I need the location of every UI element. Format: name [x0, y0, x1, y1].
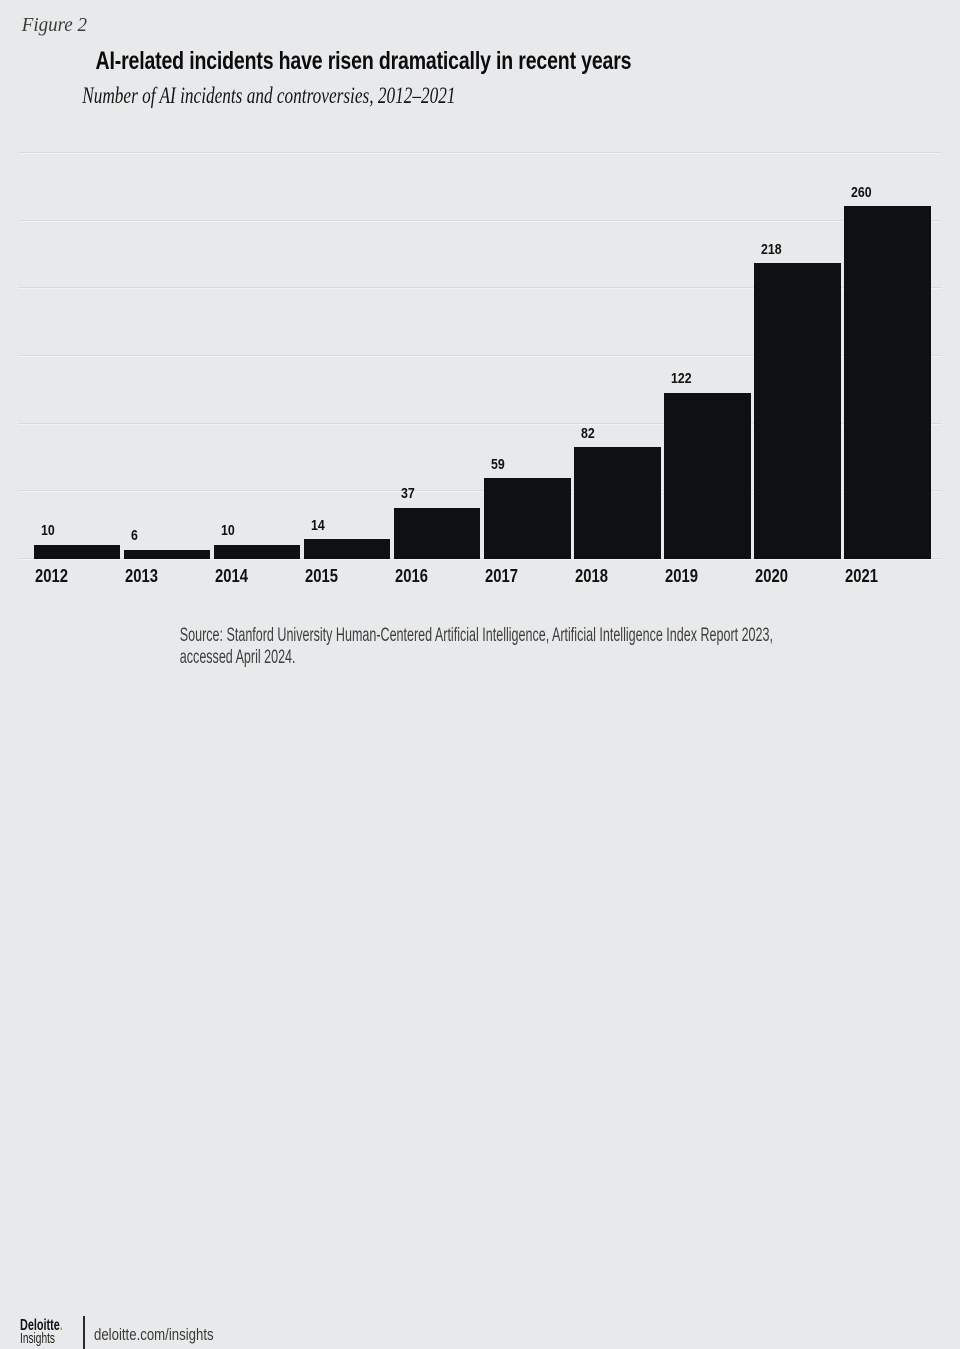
bar-value-label: 59 — [491, 456, 505, 473]
x-axis-label: 2017 — [485, 565, 518, 586]
figure-card: Figure 2 AI-related incidents have risen… — [0, 14, 960, 1349]
x-axis-label: 2014 — [214, 565, 248, 586]
bar-2020 — [754, 263, 841, 559]
bar-2017 — [484, 478, 571, 559]
x-axis-label: 2018 — [575, 565, 609, 586]
footer-divider — [83, 1316, 85, 1349]
bar-chart: 10 2012 6 2013 10 2014 14 2015 37 2016 59 2017 82 201… — [18, 152, 942, 586]
x-axis-label: 2015 — [304, 565, 338, 586]
chart-subtitle: Number of AI incidents and controversies… — [82, 83, 456, 108]
x-axis-label: 2016 — [394, 565, 428, 586]
x-axis-label: 2021 — [845, 565, 879, 586]
x-axis-label: 2020 — [755, 565, 789, 586]
chart-title: AI-related incidents have risen dramatic… — [95, 47, 632, 75]
bar-2021 — [844, 206, 931, 559]
bar-value-label: 122 — [671, 371, 692, 388]
bar-value-label: 10 — [220, 523, 235, 539]
x-axis-label: 2013 — [124, 565, 158, 586]
bar-2012 — [33, 544, 120, 559]
footer: Deloitte. Insights deloitte.com/insights — [0, 655, 960, 1349]
bar-value-label: 82 — [581, 425, 595, 442]
gridline — [18, 355, 942, 356]
bar-value-label: 218 — [761, 241, 782, 258]
bar-value-label: 260 — [851, 184, 872, 201]
bar-value-label: 14 — [310, 517, 325, 534]
bar-2015 — [303, 539, 391, 559]
footer-url-link[interactable]: deloitte.com/insights — [94, 1326, 214, 1344]
insights-logo-text: Insights — [20, 1331, 55, 1347]
bar-value-label: 10 — [40, 523, 55, 539]
deloitte-green-dot: . — [59, 1317, 63, 1334]
bar-2013 — [123, 549, 211, 559]
bar-2019 — [664, 392, 751, 559]
bar-value-label: 6 — [130, 528, 138, 545]
bar-2016 — [393, 507, 481, 559]
gridline — [18, 490, 942, 492]
gridline — [18, 152, 942, 153]
bar-2018 — [574, 447, 661, 559]
bar-2014 — [213, 544, 301, 559]
x-axis-label: 2019 — [665, 565, 699, 586]
gridline — [18, 287, 942, 289]
x-axis-label: 2012 — [34, 565, 68, 586]
source-note: Source: Stanford University Human-Center… — [179, 625, 773, 668]
gridline — [18, 219, 942, 221]
gridline — [18, 422, 942, 424]
figure-label: Figure 2 — [21, 14, 87, 36]
bar-value-label: 37 — [400, 486, 415, 503]
